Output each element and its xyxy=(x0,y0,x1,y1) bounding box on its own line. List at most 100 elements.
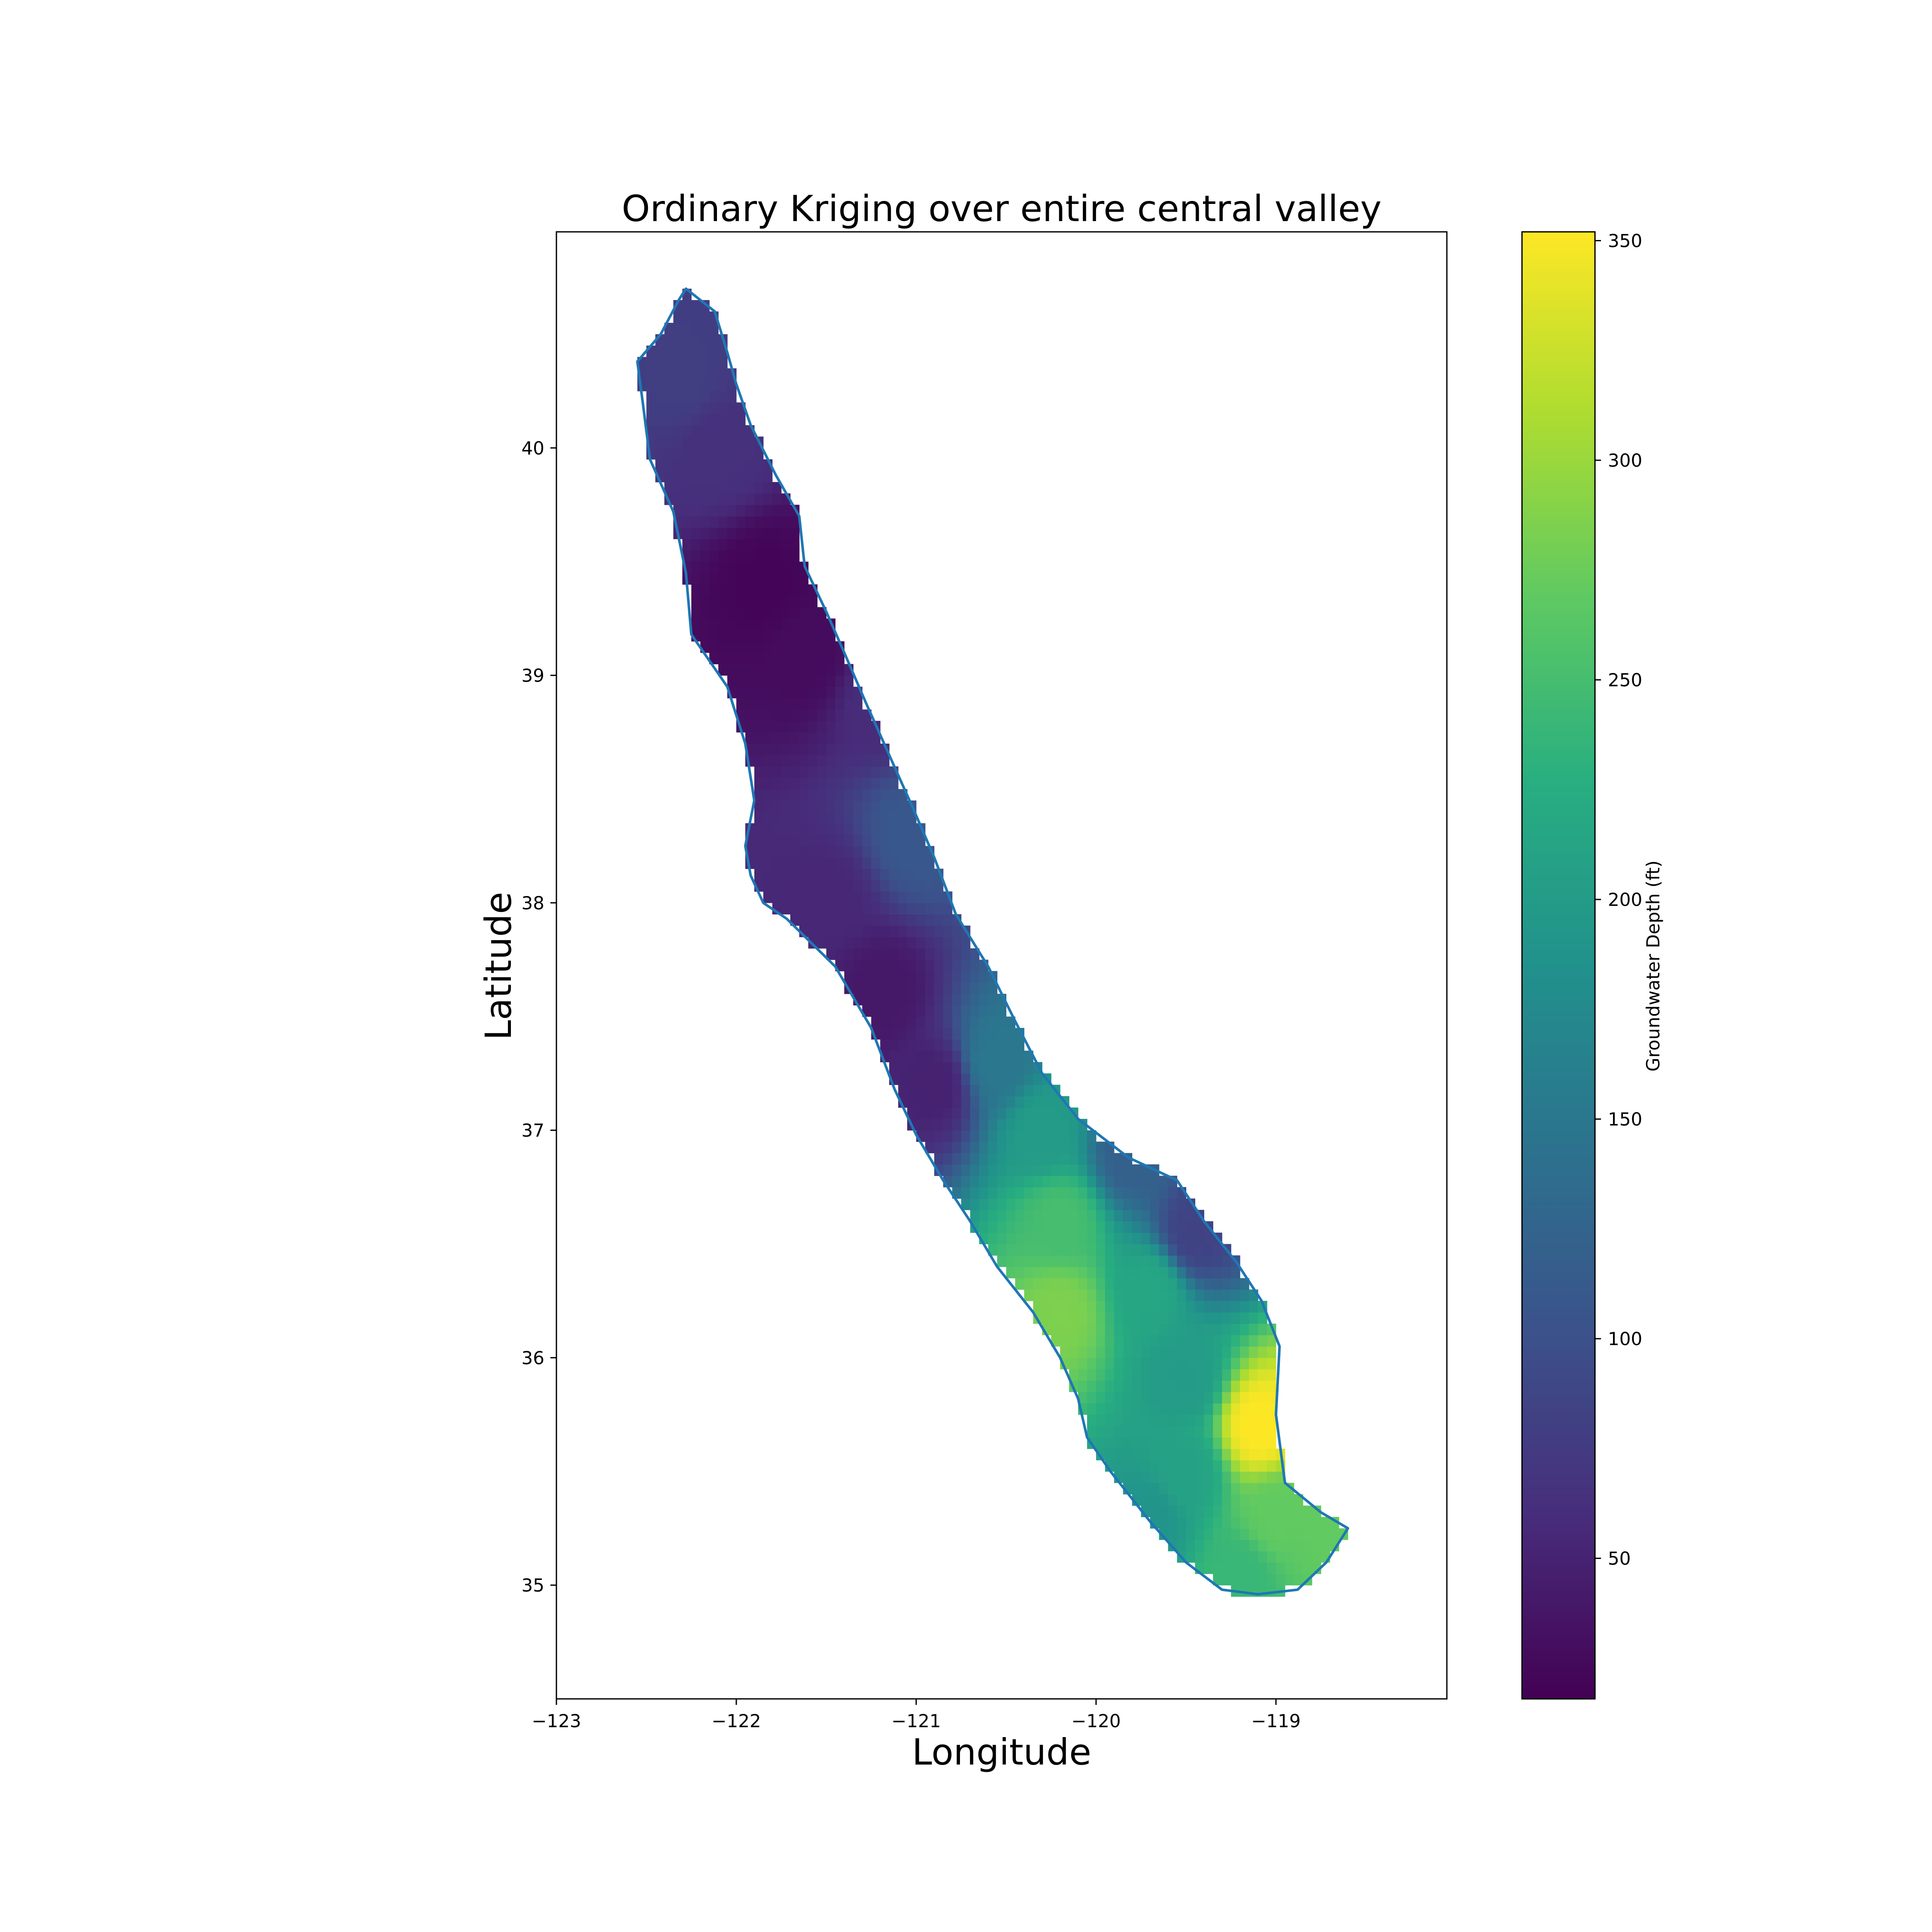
heatmap-cell-940 xyxy=(934,1028,944,1040)
heatmap-cell-1491 xyxy=(1132,1437,1142,1449)
heatmap-cell-1724 xyxy=(1195,1391,1204,1403)
x-tick-label: −122 xyxy=(711,1710,761,1732)
heatmap-cell-828 xyxy=(898,960,908,972)
heatmap-cell-1764 xyxy=(1204,1300,1213,1312)
heatmap-cell-291 xyxy=(745,550,755,562)
heatmap-cell-1700 xyxy=(1186,1289,1195,1301)
heatmap-cell-1099 xyxy=(988,1039,998,1051)
heatmap-cell-564 xyxy=(817,880,826,892)
heatmap-cell-1768 xyxy=(1204,1255,1213,1267)
heatmap-cell-950 xyxy=(934,914,944,926)
heatmap-cell-372 xyxy=(763,562,773,574)
heatmap-cell-1239 xyxy=(1042,1119,1051,1131)
heatmap-cell-226 xyxy=(727,516,737,528)
heatmap-cell-360 xyxy=(763,698,773,710)
heatmap-cell-146 xyxy=(700,334,710,346)
heatmap-cell-1887 xyxy=(1240,1312,1249,1324)
heatmap-cell-1085 xyxy=(988,1198,998,1210)
heatmap-cell-675 xyxy=(844,675,854,687)
heatmap-cell-1415 xyxy=(1105,1267,1115,1279)
heatmap-cell-1994 xyxy=(1294,1528,1303,1540)
heatmap-cell-1595 xyxy=(1159,1346,1169,1358)
heatmap-cell-802 xyxy=(889,914,899,926)
heatmap-cell-161 xyxy=(709,527,719,539)
heatmap-cell-1050 xyxy=(970,1005,980,1017)
heatmap-cell-1951 xyxy=(1267,1505,1276,1517)
heatmap-cell-379 xyxy=(763,482,773,494)
heatmap-cell-453 xyxy=(781,527,791,539)
heatmap-cell-1897 xyxy=(1249,1517,1258,1529)
heatmap-cell-581 xyxy=(817,687,826,699)
heatmap-cell-726 xyxy=(862,766,872,778)
heatmap-cell-1049 xyxy=(970,1016,980,1028)
heatmap-cell-193 xyxy=(718,527,728,539)
heatmap-cell-1787 xyxy=(1213,1403,1222,1415)
heatmap-cell-298 xyxy=(745,471,755,483)
heatmap-cell-1837 xyxy=(1231,1540,1240,1552)
heatmap-cell-785 xyxy=(880,766,890,778)
heatmap-cell-1195 xyxy=(1024,1073,1033,1085)
heatmap-cell-1106 xyxy=(997,1255,1006,1267)
heatmap-cell-1675 xyxy=(1177,1198,1186,1210)
heatmap-cell-1048 xyxy=(970,1028,980,1040)
heatmap-cell-1641 xyxy=(1168,1198,1178,1210)
heatmap-cell-1640 xyxy=(1168,1210,1178,1222)
heatmap-cell-1573 xyxy=(1150,1221,1160,1233)
heatmap-cell-1420 xyxy=(1105,1210,1115,1222)
heatmap-cell-532 xyxy=(808,880,818,892)
heatmap-cell-331 xyxy=(754,562,764,574)
heatmap-cell-847 xyxy=(907,1084,917,1097)
heatmap-cell-1857 xyxy=(1231,1312,1240,1324)
heatmap-cell-659 xyxy=(844,857,854,869)
heatmap-cell-1489 xyxy=(1132,1460,1142,1472)
heatmap-cell-292 xyxy=(745,539,755,551)
heatmap-cell-1907 xyxy=(1249,1403,1258,1415)
heatmap-cell-1464 xyxy=(1123,1391,1133,1403)
heatmap-cell-963 xyxy=(943,1084,953,1097)
heatmap-cell-1417 xyxy=(1105,1244,1115,1256)
heatmap-cell-1332 xyxy=(1078,1221,1088,1233)
heatmap-cell-1238 xyxy=(1042,1130,1051,1142)
heatmap-cell-434 xyxy=(781,744,791,756)
heatmap-cell-1444 xyxy=(1114,1278,1124,1290)
heatmap-cell-1111 xyxy=(997,1198,1006,1210)
heatmap-cell-1941 xyxy=(1258,1323,1267,1335)
heatmap-cell-1691 xyxy=(1186,1391,1195,1403)
heatmap-cell-773 xyxy=(880,902,890,914)
heatmap-cell-353 xyxy=(763,778,773,790)
heatmap-cell-1615 xyxy=(1168,1494,1178,1506)
heatmap-cell-960 xyxy=(943,1119,953,1131)
heatmap-cell-454 xyxy=(781,516,791,528)
heatmap-cell-134 xyxy=(700,471,710,483)
heatmap-cell-1900 xyxy=(1249,1482,1258,1495)
heatmap-cell-1265 xyxy=(1051,1096,1060,1108)
heatmap-cell-247 xyxy=(736,641,746,653)
colorbar-tick-label: 350 xyxy=(1608,230,1642,251)
heatmap-cell-1094 xyxy=(988,1096,998,1108)
heatmap-cell-1878 xyxy=(1240,1414,1249,1426)
heatmap-cell-1096 xyxy=(988,1073,998,1085)
heatmap-cell-1705 xyxy=(1186,1233,1195,1245)
heatmap-cell-474 xyxy=(790,721,800,733)
heatmap-cell-978 xyxy=(943,914,953,926)
heatmap-cell-233 xyxy=(727,436,737,448)
heatmap-cell-901 xyxy=(925,1142,935,1154)
heatmap-cell-1929 xyxy=(1258,1460,1267,1472)
heatmap-cell-1817 xyxy=(1222,1414,1231,1426)
heatmap-cell-1449 xyxy=(1114,1221,1124,1233)
heatmap-cell-85 xyxy=(682,322,692,334)
heatmap-cell-881 xyxy=(916,1039,926,1051)
heatmap-cell-1687 xyxy=(1186,1437,1195,1449)
heatmap-cell-641 xyxy=(835,709,844,721)
heatmap-cell-181 xyxy=(718,664,728,676)
heatmap-cell-969 xyxy=(943,1016,953,1028)
heatmap-cell-1748 xyxy=(1204,1482,1213,1495)
heatmap-cell-1745 xyxy=(1204,1517,1213,1529)
heatmap-cell-1729 xyxy=(1195,1335,1204,1347)
heatmap-cell-349 xyxy=(763,823,773,835)
heatmap-cell-883 xyxy=(916,1016,926,1028)
heatmap-cell-1184 xyxy=(1024,1198,1033,1210)
heatmap-cell-931 xyxy=(934,1130,944,1142)
heatmap-cell-1524 xyxy=(1141,1414,1151,1426)
heatmap-cell-1393 xyxy=(1096,1187,1106,1199)
